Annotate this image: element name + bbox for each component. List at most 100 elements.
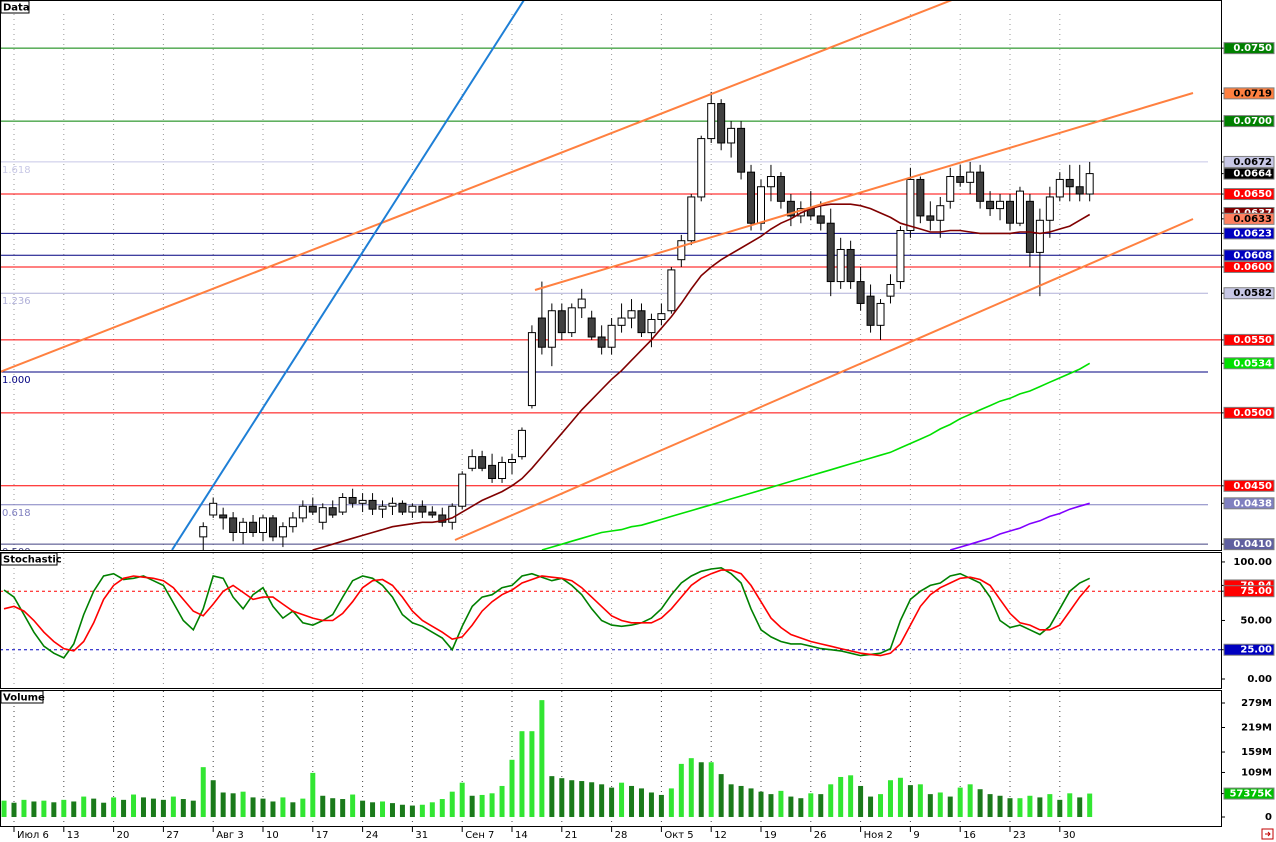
price-label-box [1223,115,1275,128]
candle-body [926,215,935,221]
candle-body [677,240,686,261]
x-tick-label: 23 [1013,830,1026,841]
candle-body [388,502,397,507]
y-tick-label: 219M [1241,723,1272,734]
candle-body [866,295,875,326]
candle-body [956,176,965,183]
volume-bar [260,798,266,818]
fib-label: 1.618 [2,165,31,176]
candle-body [418,505,427,513]
volume-bar [549,776,555,818]
volume-bar [370,802,376,818]
y-tick-label: 0.0500 [1233,408,1272,419]
candle-body [617,317,626,326]
volume-bar [878,794,884,818]
candle-body [1035,219,1044,253]
panel-border [0,552,1222,689]
volume-bar [250,797,256,818]
panel-title: Stochastic [0,552,62,566]
candle-body [936,205,945,221]
price-label-box [1223,227,1275,240]
y-tick-label: 75.00 [1240,586,1272,597]
y-tick-label: 57375K [1229,789,1273,800]
candle-body [647,318,656,334]
volume-bar [887,780,893,818]
x-tick-label: Окт 5 [664,830,693,841]
y-tick-label: 0.0438 [1233,498,1272,509]
volume-bar [320,795,326,818]
volume-bar [937,792,943,818]
volume-bar [200,767,206,818]
volume-bar [569,780,575,818]
volume-bar [101,802,107,818]
volume-bar [180,799,186,818]
candle-body [577,298,586,309]
volume-bar [449,791,455,818]
volume-bar [678,763,684,818]
candle-body [597,336,606,348]
y-tick-label: 0.0608 [1233,250,1272,261]
volume-bar [71,801,77,818]
volume-bar [1067,793,1073,818]
series-line [3,566,1091,659]
volume-bar [927,794,933,818]
panel-title: Volume [0,690,45,704]
panel-border [0,690,1222,827]
volume-bar [539,700,545,818]
y-tick-label: 0.0410 [1233,539,1272,550]
price-label-box [1223,585,1275,598]
candle-body [328,507,337,516]
candle-body [268,517,277,538]
volume-bar [698,762,704,818]
price-label-box [1223,212,1275,225]
y-tick-label: 25.00 [1240,645,1272,656]
volume-bar [340,799,346,818]
x-tick-label: 21 [565,830,578,841]
volume-bar [419,804,425,818]
volume-bar [658,794,664,818]
price-label-box [1223,249,1275,262]
candle-body [1045,196,1054,221]
y-tick-label: 0 [1265,812,1272,823]
volume-bar [609,787,615,818]
volume-bar [270,801,276,818]
volume-bar [668,788,674,818]
volume-bar [91,798,97,818]
volume-bar [300,798,306,818]
volume-bar [479,794,485,818]
y-tick-label: 100.00 [1233,557,1272,568]
candle-body [1075,186,1084,195]
volume-bar [629,785,635,818]
y-tick-label: 0.0750 [1233,43,1272,54]
series-line [3,569,1091,657]
price-label-box [1223,497,1275,510]
candle-body [876,302,885,326]
y-tick-label: 0.00 [1247,674,1272,685]
volume-bar [758,791,764,818]
fib-label: 0.500 [2,547,31,558]
volume-bar [798,798,804,818]
volume-bar [778,790,784,818]
x-tick-label: Июл 6 [17,830,49,841]
y-tick-label: 0.0672 [1233,157,1272,168]
candle-body [996,200,1005,210]
volume-bar [599,784,605,818]
candle-body [358,499,367,504]
volume-bar [1,800,7,818]
candle-body [348,496,357,504]
candle-body [308,505,317,513]
candle-body [557,310,566,334]
candle-body [259,517,267,533]
trend-line [534,92,1194,291]
volume-bar [917,784,923,818]
plot-area [0,566,1222,659]
volume-bar [728,784,734,818]
volume-bar [499,785,505,818]
price-label-box [1223,155,1275,168]
volume-bar [409,805,415,818]
x-tick-label: 10 [266,830,279,841]
candle-body [737,127,746,173]
volume-bar [61,799,67,818]
price-label-box [1223,260,1275,273]
